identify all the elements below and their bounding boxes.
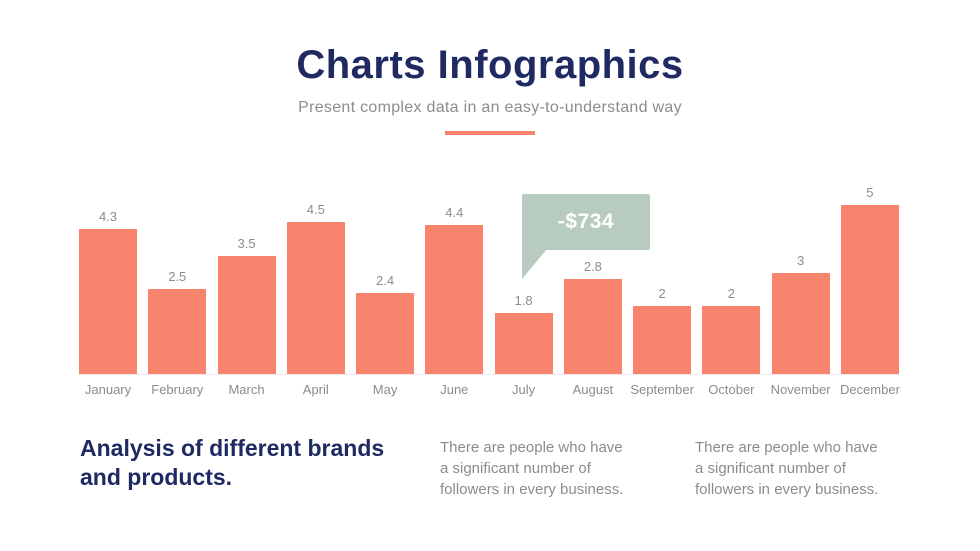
- bar-value-label: 3.5: [237, 236, 256, 251]
- callout-label: -$734: [557, 210, 615, 233]
- bar-value-label: 2.5: [168, 269, 187, 284]
- bar-value-label: 4.3: [98, 209, 118, 224]
- bar-column: 3.5: [217, 236, 276, 374]
- callout-bubble: -$734: [522, 194, 650, 250]
- x-axis-label: October: [708, 382, 755, 397]
- bar-value-label: 2: [658, 286, 666, 301]
- x-axis-label: September: [630, 382, 694, 397]
- bar: [217, 256, 276, 374]
- bar: [702, 306, 761, 374]
- x-axis-label: December: [839, 382, 900, 397]
- bar-value-label: 5: [866, 185, 874, 200]
- bar-column: 2.4: [356, 273, 415, 374]
- bar: [286, 222, 345, 374]
- x-axis-label: February: [151, 382, 204, 397]
- bar: [771, 273, 830, 374]
- bar-column: 2.5: [148, 269, 207, 374]
- x-axis-label: July: [512, 382, 536, 397]
- x-axis-label: March: [228, 382, 265, 397]
- bar: [148, 289, 207, 374]
- x-axis-label: November: [770, 382, 831, 397]
- bar-column: 2: [702, 286, 761, 374]
- bar-value-label: 3: [797, 253, 805, 268]
- header: Charts Infographics Present complex data…: [0, 44, 980, 135]
- bar-column: 4.4: [425, 205, 484, 374]
- bar-value-label: 2: [727, 286, 735, 301]
- bar: [425, 225, 484, 374]
- footer-paragraph-2: There are people who have a significant …: [695, 439, 879, 498]
- page-subtitle: Present complex data in an easy-to-under…: [298, 99, 682, 116]
- bar-column: 5: [840, 185, 899, 374]
- bar-value-label: 4.4: [445, 205, 464, 220]
- callout-bubble-tail: [522, 249, 547, 279]
- bar-value-label: 2.8: [583, 259, 602, 274]
- bars: 4.3 2.5 3.5 4.5 2.4 4.4 1.8 2.8 2 2 3 5: [79, 185, 899, 375]
- bar-column: 1.8: [494, 293, 553, 374]
- bar: [840, 205, 899, 374]
- footer-heading: Analysis of different brands and product…: [80, 435, 385, 490]
- bar: [79, 229, 137, 374]
- bar: [494, 313, 553, 374]
- bar-value-label: 1.8: [514, 293, 533, 308]
- page-title: Charts Infographics: [296, 43, 684, 87]
- accent-underline: [445, 131, 535, 135]
- bar: [356, 293, 415, 374]
- bar-column: 2: [633, 286, 692, 374]
- x-axis-label: April: [302, 382, 329, 397]
- x-axis-label: January: [84, 382, 132, 397]
- x-axis-label: June: [440, 382, 469, 397]
- footer-paragraph-1: There are people who have a significant …: [440, 439, 624, 498]
- bar-value-label: 4.5: [306, 202, 325, 217]
- bar-column: 2.8: [563, 259, 622, 374]
- bar-value-label: 2.4: [376, 273, 395, 288]
- bar-column: 3: [771, 253, 830, 374]
- bar-chart: 4.3 2.5 3.5 4.5 2.4 4.4 1.8 2.8 2 2 3 5 January Febr…: [79, 185, 900, 397]
- bar: [633, 306, 692, 374]
- bar-column: 4.5: [286, 202, 345, 374]
- month-labels: January February March April May June July Augu…: [79, 382, 900, 397]
- bar: [563, 279, 622, 374]
- x-axis-label: August: [572, 382, 614, 397]
- bar-column: 4.3: [79, 209, 137, 374]
- x-axis-label: May: [372, 382, 398, 397]
